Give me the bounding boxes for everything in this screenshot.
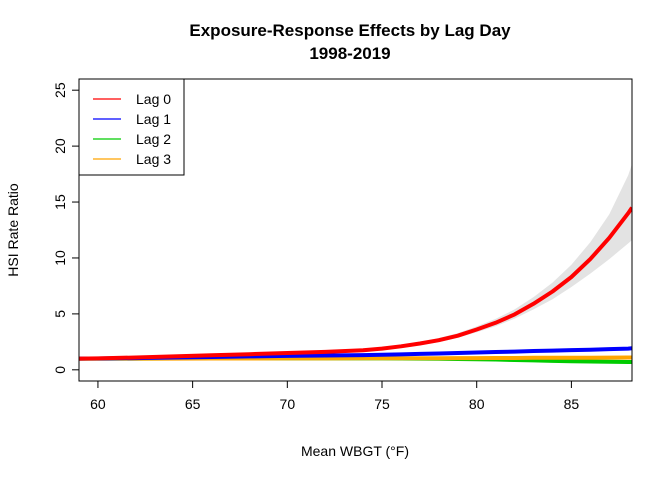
x-tick-label: 85 bbox=[564, 396, 580, 412]
x-tick-label: 75 bbox=[374, 396, 390, 412]
series-layer bbox=[79, 206, 632, 364]
legend-label-lag-0: Lag 0 bbox=[136, 91, 171, 107]
legend: Lag 0 Lag 1 Lag 2 Lag 3 bbox=[78, 78, 185, 176]
y-axis: 0 5 10 15 20 25 bbox=[52, 82, 79, 374]
series-line-lag-0 bbox=[79, 206, 632, 361]
y-tick-label: 25 bbox=[52, 82, 68, 98]
x-tick-label: 60 bbox=[90, 396, 106, 412]
confidence-band-layer bbox=[79, 164, 632, 359]
legend-label-lag-1: Lag 1 bbox=[136, 111, 171, 127]
legend-label-lag-2: Lag 2 bbox=[136, 131, 171, 147]
x-axis-label: Mean WBGT (°F) bbox=[301, 443, 409, 459]
y-tick-label: 0 bbox=[52, 366, 68, 374]
x-axis: 60 65 70 75 80 85 bbox=[90, 381, 579, 412]
y-tick-label: 20 bbox=[52, 138, 68, 154]
y-axis-label: HSI Rate Ratio bbox=[5, 183, 21, 277]
x-tick-label: 80 bbox=[469, 396, 485, 412]
chart-subtitle: 1998-2019 bbox=[309, 44, 390, 63]
y-tick-label: 15 bbox=[52, 194, 68, 210]
chart-title: Exposure-Response Effects by Lag Day bbox=[189, 21, 511, 40]
x-tick-label: 70 bbox=[280, 396, 296, 412]
plot-frame bbox=[78, 78, 633, 382]
legend-label-lag-3: Lag 3 bbox=[136, 151, 171, 167]
confidence-band-lag-0 bbox=[79, 164, 632, 359]
x-tick-label: 65 bbox=[185, 396, 201, 412]
y-tick-label: 5 bbox=[52, 310, 68, 318]
y-tick-label: 10 bbox=[52, 250, 68, 266]
